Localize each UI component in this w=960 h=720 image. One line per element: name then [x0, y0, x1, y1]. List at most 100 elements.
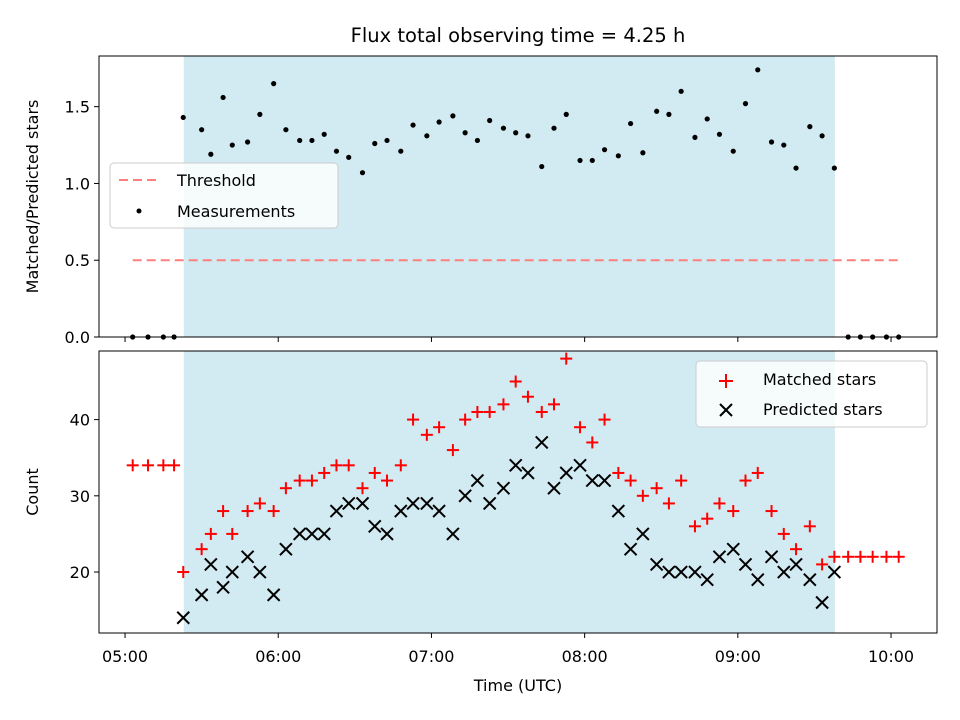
measurement-point — [245, 139, 251, 145]
measurement-point — [346, 154, 352, 160]
matched-star-point — [509, 375, 522, 388]
predicted-star-point — [700, 572, 714, 587]
measurement-point — [208, 151, 214, 157]
matched-star-point — [267, 505, 280, 518]
predicted-star-point — [470, 473, 485, 488]
y-tick-label: 0.5 — [65, 251, 90, 270]
predicted-star-point — [726, 542, 740, 556]
measurement-point — [229, 142, 235, 148]
matched-star-point — [650, 482, 663, 495]
matched-star-point — [305, 474, 318, 487]
predicted-star-point — [225, 565, 239, 579]
measurement-point — [410, 122, 416, 128]
predicted-star-point — [649, 557, 664, 572]
measurement-point — [539, 163, 545, 170]
matched-star-point — [675, 474, 688, 487]
measurement-point — [525, 133, 531, 139]
predicted-star-point — [751, 572, 765, 587]
chart-title: Flux total observing time = 4.25 h — [351, 24, 686, 47]
matched-star-point — [433, 421, 446, 434]
top-legend: Threshold Measurements — [109, 162, 339, 229]
predicted-star-point — [253, 565, 267, 579]
measurement-point — [831, 165, 837, 171]
predicted-star-point — [611, 504, 626, 518]
matched-star-point — [279, 482, 292, 495]
measurement-point — [462, 130, 468, 136]
matched-star-point — [828, 550, 841, 563]
y-tick-label: 0.0 — [65, 328, 90, 347]
measurement-point — [781, 142, 787, 148]
matched-star-point — [842, 550, 855, 563]
matched-star-point — [168, 459, 181, 472]
predicted-star-point — [764, 550, 779, 564]
bottom-y-axis-label: Count — [23, 468, 42, 516]
predicted-star-points — [176, 435, 842, 625]
matched-star-point — [790, 543, 803, 556]
predicted-star-point — [688, 565, 702, 579]
measurement-point — [199, 127, 205, 133]
measurement-point — [730, 148, 736, 154]
measurement-point — [333, 148, 340, 154]
y-tick-label: 1.0 — [65, 174, 90, 193]
predicted-star-point — [597, 473, 612, 488]
matched-star-point — [394, 459, 407, 472]
legend-matched-swatch — [719, 374, 733, 388]
measurement-point — [716, 131, 723, 137]
legend-measurements-swatch — [136, 208, 142, 214]
measurement-point — [704, 116, 710, 122]
measurement-point — [384, 137, 390, 144]
measurement-point — [398, 148, 404, 154]
matched-star-point — [892, 550, 905, 563]
measurement-point — [678, 88, 684, 94]
predicted-star-point — [279, 542, 293, 556]
matched-star-point — [126, 459, 139, 472]
top-x-ticks — [124, 337, 892, 342]
predicted-star-point — [623, 542, 638, 556]
measurement-point — [666, 111, 672, 117]
matched-star-point — [777, 527, 790, 540]
predicted-star-point — [508, 458, 523, 473]
predicted-star-point — [368, 519, 382, 534]
predicted-star-point — [317, 527, 331, 541]
measurement-point — [793, 165, 799, 171]
predicted-star-point — [738, 557, 753, 572]
measurement-point — [424, 133, 430, 139]
matched-star-point — [586, 436, 599, 449]
matched-star-point — [574, 421, 587, 434]
predicted-star-point — [355, 496, 370, 511]
bottom-x-ticks: 05:00 06:00 07:00 08:00 09:00 10:00 — [102, 633, 914, 666]
matched-star-point — [241, 505, 254, 518]
top-axes-frame — [98, 55, 938, 338]
measurement-point — [615, 153, 621, 159]
predicted-star-point — [559, 466, 573, 480]
measurement-point — [180, 114, 186, 121]
measurement-point — [807, 124, 813, 130]
matched-star-point — [624, 474, 637, 487]
predicted-star-point — [394, 504, 408, 518]
matched-star-point — [803, 520, 816, 533]
measurement-point — [640, 150, 646, 156]
predicted-star-point — [674, 565, 688, 579]
matched-star-point — [560, 352, 573, 365]
matched-star-point — [342, 459, 355, 472]
measurement-point — [487, 117, 493, 124]
predicted-star-point — [662, 565, 676, 579]
predicted-star-point — [380, 527, 394, 541]
measurement-point — [220, 94, 226, 101]
matched-star-point — [330, 459, 343, 472]
measurement-point — [257, 111, 263, 117]
y-tick-label: 20 — [70, 563, 90, 582]
matched-star-point — [816, 558, 829, 571]
legend-predicted-label: Predicted stars — [763, 400, 883, 419]
legend-matched-label: Matched stars — [763, 370, 876, 389]
matched-star-point — [226, 527, 239, 540]
matched-star-point — [204, 527, 217, 540]
matched-star-point — [446, 444, 459, 457]
matched-star-point — [854, 550, 867, 563]
x-axis-label: Time (UTC) — [473, 676, 562, 695]
matched-star-point — [381, 474, 394, 487]
legend-threshold-label: Threshold — [176, 171, 256, 190]
x-tick-label: 10:00 — [868, 647, 914, 666]
ratio-panel: 0.0 0.5 1.0 1.5 Matched/Predicted stars Thr… — [23, 55, 938, 347]
